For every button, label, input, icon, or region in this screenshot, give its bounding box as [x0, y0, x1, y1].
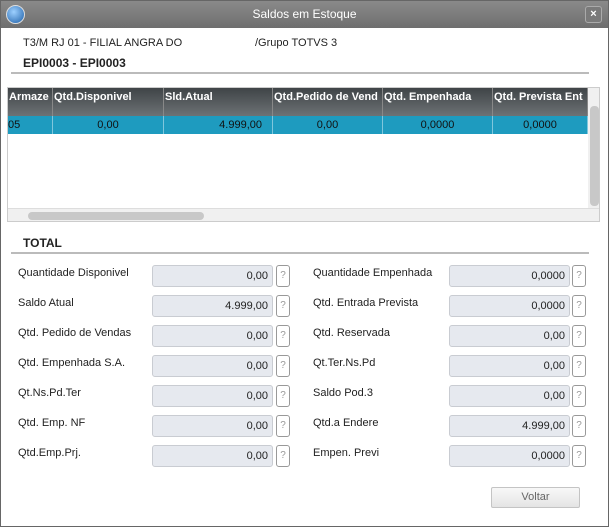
value-field: 0,00	[152, 445, 273, 467]
group-label: /Grupo TOTVS 3	[255, 37, 338, 49]
value-field: 0,00	[449, 355, 570, 377]
close-button[interactable]: ×	[585, 6, 602, 23]
help-button[interactable]: ?	[572, 265, 586, 287]
column-header[interactable]: Qtd.Disponivel	[53, 88, 164, 116]
horizontal-scrollbar[interactable]	[8, 208, 599, 221]
column-header[interactable]: Qtd. Prevista Ent	[493, 88, 588, 116]
scroll-thumb[interactable]	[28, 212, 204, 220]
value-field: 0,00	[449, 325, 570, 347]
field-label: Qtd. Pedido de Vendas	[18, 327, 132, 339]
field-label: Quantidade Disponivel	[18, 267, 129, 279]
field-label: Qt.Ter.Ns.Pd	[313, 357, 376, 369]
product-label: EPI0003 - EPI0003	[23, 56, 126, 70]
column-header[interactable]: Armaze	[8, 88, 53, 116]
field-label: Empen. Previ	[313, 447, 380, 459]
voltar-button[interactable]: Voltar	[491, 487, 580, 508]
grid-cell: 4.999,00	[164, 116, 273, 134]
column-header[interactable]: Sld.Atual	[164, 88, 273, 116]
help-button[interactable]: ?	[276, 265, 290, 287]
column-header[interactable]: Qtd.Pedido de Vend	[273, 88, 383, 116]
help-button[interactable]: ?	[572, 295, 586, 317]
total-title: TOTAL	[23, 236, 62, 250]
scroll-thumb[interactable]	[590, 106, 599, 206]
column-header[interactable]: Qtd. Empenhada	[383, 88, 493, 116]
value-field: 4.999,00	[449, 415, 570, 437]
value-field: 0,0000	[449, 445, 570, 467]
field-label: Qtd. Entrada Prevista	[313, 297, 419, 309]
field-label: Qtd. Emp. NF	[18, 417, 86, 429]
value-field: 0,0000	[449, 295, 570, 317]
help-button[interactable]: ?	[276, 415, 290, 437]
title-bar: Saldos em Estoque ×	[1, 1, 608, 28]
field-label: Saldo Atual	[18, 297, 74, 309]
divider	[11, 72, 589, 74]
value-field: 0,00	[152, 385, 273, 407]
divider	[11, 252, 589, 254]
help-button[interactable]: ?	[276, 295, 290, 317]
value-field: 0,00	[152, 355, 273, 377]
window-title: Saldos em Estoque	[252, 7, 357, 21]
help-button[interactable]: ?	[572, 325, 586, 347]
stock-grid[interactable]: Armaze Qtd.Disponivel Sld.Atual Qtd.Pedido …	[7, 87, 600, 222]
table-row[interactable]: 05 0,00 4.999,00 0,00 0,0000 0,0000	[8, 116, 588, 134]
field-label: Qtd. Empenhada S.A.	[18, 357, 126, 369]
help-button[interactable]: ?	[572, 445, 586, 467]
value-field: 4.999,00	[152, 295, 273, 317]
help-button[interactable]: ?	[276, 385, 290, 407]
field-label: Qt.Ns.Pd.Ter	[18, 387, 81, 399]
help-button[interactable]: ?	[572, 415, 586, 437]
branch-label: T3/M RJ 01 - FILIAL ANGRA DO	[23, 37, 183, 49]
field-label: Qtd.a Endere	[313, 417, 379, 429]
value-field: 0,00	[449, 385, 570, 407]
grid-cell: 0,0000	[493, 116, 588, 134]
help-button[interactable]: ?	[276, 445, 290, 467]
grid-cell: 0,0000	[383, 116, 493, 134]
grid-header: Armaze Qtd.Disponivel Sld.Atual Qtd.Pedido …	[8, 88, 588, 116]
field-label: Qtd. Reservada	[313, 327, 391, 339]
value-field: 0,0000	[449, 265, 570, 287]
field-label: Quantidade Empenhada	[313, 267, 433, 279]
value-field: 0,00	[152, 265, 273, 287]
help-button[interactable]: ?	[572, 355, 586, 377]
app-logo-icon	[6, 5, 25, 24]
vertical-scrollbar[interactable]	[588, 88, 599, 208]
grid-cell: 0,00	[53, 116, 164, 134]
field-label: Saldo Pod.3	[313, 387, 373, 399]
help-button[interactable]: ?	[276, 325, 290, 347]
value-field: 0,00	[152, 325, 273, 347]
grid-cell: 0,00	[273, 116, 383, 134]
field-label: Qtd.Emp.Prj.	[18, 447, 81, 459]
value-field: 0,00	[152, 415, 273, 437]
grid-cell: 05	[8, 116, 53, 134]
help-button[interactable]: ?	[572, 385, 586, 407]
help-button[interactable]: ?	[276, 355, 290, 377]
